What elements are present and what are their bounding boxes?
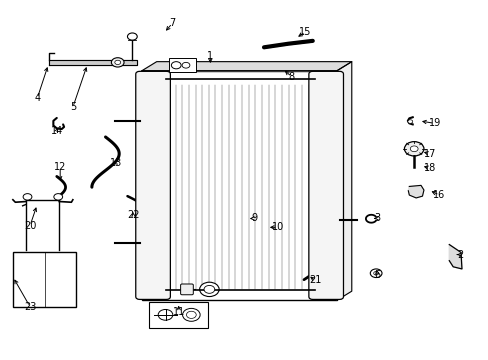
Text: 12: 12: [54, 162, 66, 172]
Circle shape: [23, 194, 32, 200]
Polygon shape: [407, 185, 423, 198]
FancyBboxPatch shape: [180, 284, 193, 295]
Circle shape: [203, 285, 214, 293]
Text: 17: 17: [423, 149, 435, 159]
Circle shape: [127, 33, 137, 40]
Bar: [142, 71, 336, 300]
Text: 3: 3: [374, 213, 380, 223]
Bar: [13, 252, 76, 307]
Text: 18: 18: [423, 163, 435, 173]
Polygon shape: [49, 59, 137, 65]
Circle shape: [407, 120, 412, 123]
Bar: [168, 58, 195, 72]
Circle shape: [111, 58, 124, 67]
Text: 16: 16: [432, 190, 445, 200]
Circle shape: [199, 282, 219, 297]
Circle shape: [369, 269, 381, 278]
Text: 9: 9: [251, 213, 257, 223]
Text: 20: 20: [24, 221, 36, 231]
Polygon shape: [448, 244, 461, 269]
Text: 22: 22: [127, 210, 139, 220]
Text: 14: 14: [51, 126, 63, 135]
Circle shape: [54, 194, 62, 200]
Text: 4: 4: [34, 93, 40, 103]
Text: 5: 5: [70, 102, 76, 112]
Circle shape: [409, 146, 417, 152]
Text: 19: 19: [427, 118, 440, 128]
Text: 10: 10: [271, 222, 283, 232]
FancyBboxPatch shape: [308, 71, 343, 300]
Circle shape: [182, 62, 189, 68]
Circle shape: [171, 62, 181, 69]
Text: 1: 1: [207, 51, 213, 61]
Circle shape: [182, 309, 200, 321]
Text: 15: 15: [299, 27, 311, 37]
Circle shape: [158, 310, 172, 320]
Circle shape: [115, 60, 121, 64]
Circle shape: [186, 311, 196, 319]
Bar: [149, 302, 207, 328]
Text: 2: 2: [456, 249, 462, 260]
Polygon shape: [142, 62, 351, 71]
Circle shape: [404, 141, 423, 156]
Text: 6: 6: [374, 270, 380, 280]
Text: 13: 13: [110, 158, 122, 168]
FancyBboxPatch shape: [136, 71, 170, 300]
Text: 11: 11: [172, 307, 184, 317]
Text: 21: 21: [308, 275, 321, 285]
Text: 7: 7: [169, 18, 175, 28]
Circle shape: [373, 271, 378, 275]
Polygon shape: [336, 62, 351, 300]
Text: 23: 23: [24, 302, 36, 312]
Text: 8: 8: [288, 72, 294, 82]
